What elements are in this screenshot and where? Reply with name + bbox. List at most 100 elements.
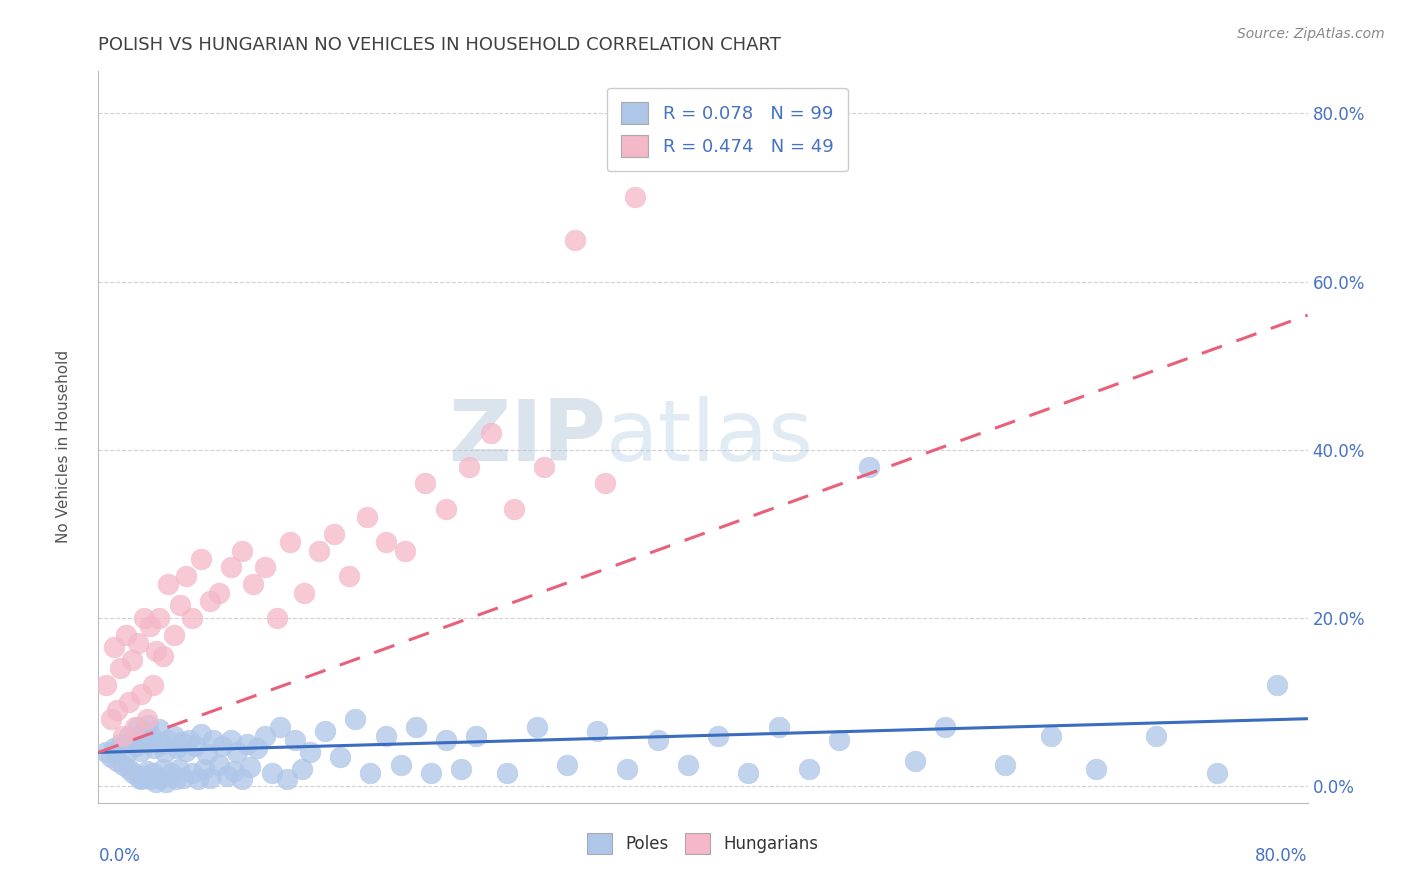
Point: [153, 745, 176, 759]
Point: [132, 724, 155, 739]
Point: [124, 720, 146, 734]
Point: [344, 712, 367, 726]
Point: [111, 758, 134, 772]
Point: [253, 729, 276, 743]
Point: [127, 636, 149, 650]
Point: [413, 476, 436, 491]
Point: [190, 727, 212, 741]
Point: [155, 774, 177, 789]
Point: [152, 648, 174, 663]
Point: [481, 425, 503, 440]
Point: [114, 627, 136, 641]
Point: [145, 774, 167, 789]
Point: [231, 543, 253, 558]
Point: [174, 744, 197, 758]
Point: [235, 737, 257, 751]
Point: [420, 766, 443, 780]
Point: [253, 560, 276, 574]
Point: [323, 526, 346, 541]
Point: [215, 769, 238, 783]
Point: [737, 766, 759, 780]
Point: [994, 758, 1017, 772]
Point: [195, 747, 218, 761]
Point: [108, 661, 131, 675]
Point: [374, 535, 396, 549]
Point: [465, 729, 488, 743]
Point: [526, 720, 548, 734]
Point: [211, 739, 233, 753]
Point: [457, 459, 479, 474]
Point: [208, 585, 231, 599]
Point: [179, 732, 201, 747]
Point: [797, 762, 820, 776]
Point: [172, 771, 194, 785]
Point: [170, 735, 193, 749]
Point: [114, 747, 136, 761]
Point: [934, 720, 956, 734]
Text: Source: ZipAtlas.com: Source: ZipAtlas.com: [1237, 27, 1385, 41]
Point: [184, 739, 207, 753]
Point: [105, 754, 128, 768]
Point: [163, 729, 186, 743]
Point: [156, 732, 179, 747]
Point: [94, 745, 117, 759]
Point: [564, 233, 586, 247]
Point: [135, 712, 157, 726]
Point: [226, 745, 249, 759]
Point: [299, 745, 322, 759]
Point: [132, 611, 155, 625]
Point: [495, 766, 517, 780]
Text: 0.0%: 0.0%: [98, 847, 141, 864]
Point: [190, 552, 212, 566]
Text: atlas: atlas: [606, 395, 814, 479]
Point: [148, 611, 170, 625]
Point: [768, 720, 790, 734]
Point: [103, 741, 125, 756]
Point: [1085, 762, 1108, 776]
Point: [166, 741, 188, 756]
Point: [152, 762, 174, 776]
Text: ZIP: ZIP: [449, 395, 606, 479]
Point: [308, 543, 330, 558]
Point: [129, 772, 152, 787]
Point: [533, 459, 555, 474]
Point: [276, 772, 298, 787]
Point: [103, 640, 125, 655]
Point: [135, 764, 157, 778]
Text: No Vehicles in Household: No Vehicles in Household: [56, 350, 70, 542]
Point: [676, 758, 699, 772]
Point: [291, 762, 314, 776]
Point: [142, 678, 165, 692]
Point: [269, 720, 291, 734]
Point: [434, 501, 457, 516]
Point: [149, 771, 172, 785]
Point: [145, 644, 167, 658]
Point: [142, 766, 165, 780]
Point: [266, 611, 288, 625]
Point: [221, 560, 243, 574]
Point: [105, 703, 128, 717]
Point: [405, 720, 427, 734]
Point: [389, 758, 412, 772]
Point: [360, 766, 382, 780]
Point: [246, 741, 269, 756]
Point: [111, 729, 134, 743]
Point: [181, 766, 204, 780]
Point: [129, 744, 152, 758]
Point: [450, 762, 472, 776]
Point: [100, 749, 122, 764]
Text: 80.0%: 80.0%: [1256, 847, 1308, 864]
Point: [128, 771, 150, 785]
Point: [132, 769, 155, 783]
Point: [174, 569, 197, 583]
Point: [193, 762, 215, 776]
Point: [127, 720, 149, 734]
Point: [242, 577, 264, 591]
Point: [221, 732, 243, 747]
Point: [374, 729, 396, 743]
Point: [121, 653, 143, 667]
Point: [118, 695, 141, 709]
Point: [555, 758, 578, 772]
Point: [125, 739, 148, 753]
Point: [337, 569, 360, 583]
